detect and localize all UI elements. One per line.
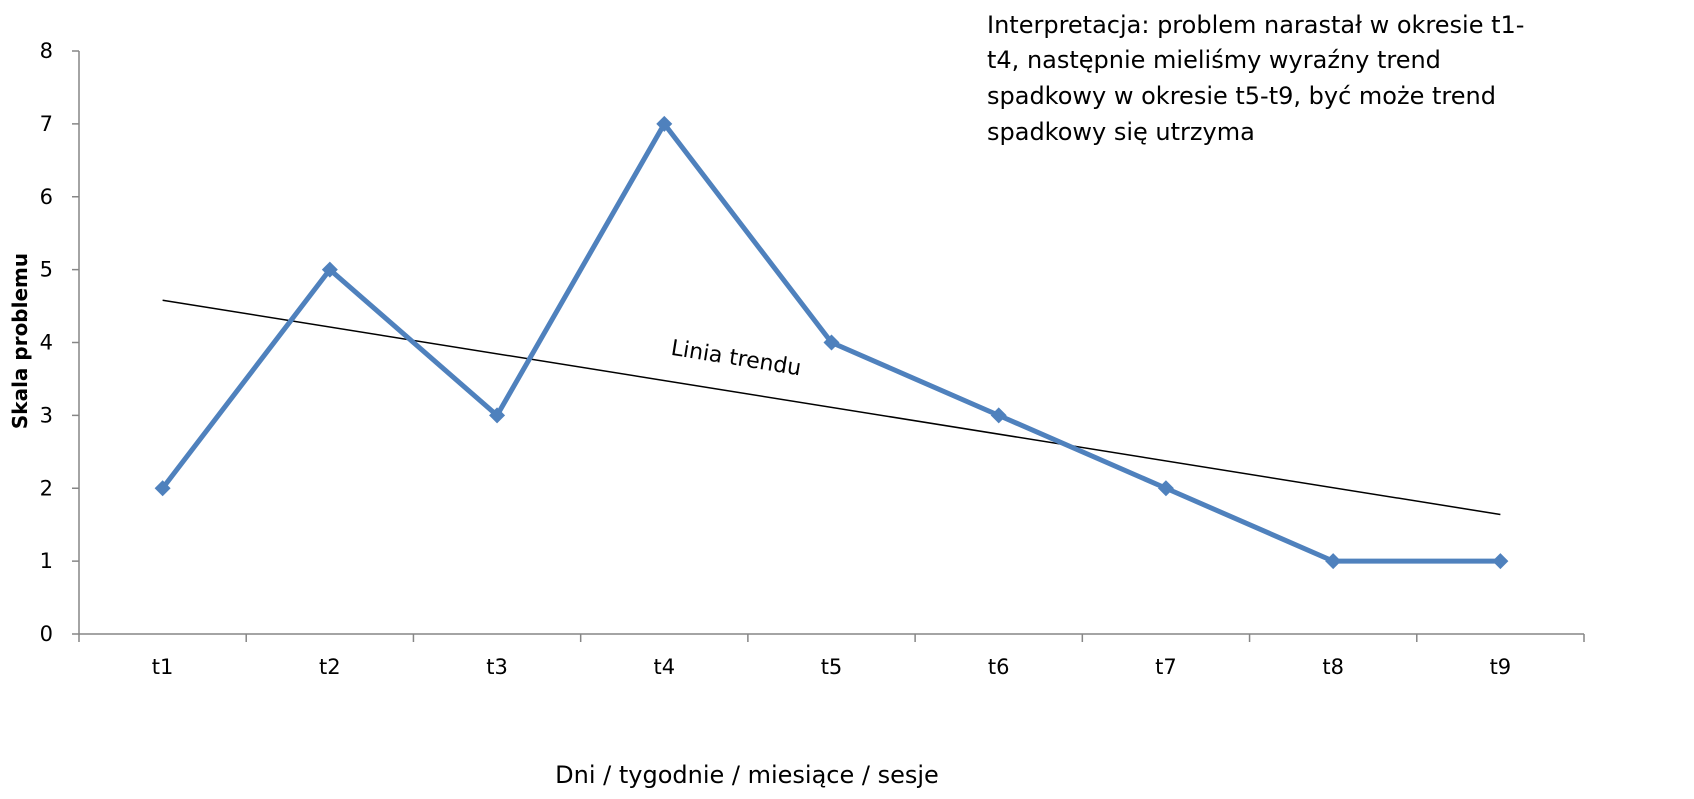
labels-group: Skala problemu Dni / tygodnie / miesiące… — [8, 11, 1524, 789]
x-tick-label: t7 — [1155, 655, 1177, 679]
x-tick-label: t2 — [319, 655, 341, 679]
x-tick-label: t4 — [653, 655, 675, 679]
annotation-line-2: t4, następnie mieliśmy wyraźny trend — [987, 46, 1441, 74]
x-tick-label: t3 — [486, 655, 508, 679]
y-tick-label: 4 — [40, 331, 53, 355]
y-tick-label: 0 — [40, 622, 53, 646]
data-point-marker — [321, 261, 338, 278]
y-axis-title: Skala problemu — [8, 253, 32, 429]
y-tick-label: 7 — [40, 112, 53, 136]
data-point-marker — [990, 407, 1007, 424]
data-point-marker — [1157, 480, 1174, 497]
data-point-marker — [1325, 553, 1342, 570]
data-point-marker — [823, 334, 840, 351]
x-tick-label: t8 — [1322, 655, 1344, 679]
annotation-line-3: spadkowy w okresie t5-t9, być może trend — [987, 82, 1496, 110]
trendline-group: Linia trendu — [162, 299, 1501, 516]
y-tick-label: 8 — [40, 39, 53, 63]
annotation-line-1: Interpretacja: problem narastał w okresi… — [987, 11, 1524, 39]
x-tick-label: t9 — [1490, 655, 1512, 679]
trendline-label: Linia trendu — [669, 336, 803, 381]
annotation-line-4: spadkowy się utrzyma — [987, 118, 1255, 146]
data-point-marker — [489, 407, 506, 424]
axes: 0 1 2 3 4 5 6 7 8 t1 t2 t3 t4 t5 t6 t7 t8 t9 — [40, 39, 1585, 679]
series-group — [154, 115, 1509, 570]
data-point-marker — [1492, 553, 1509, 570]
data-point-marker — [154, 480, 171, 497]
y-tick-label: 2 — [40, 476, 53, 500]
y-tick-label: 6 — [40, 185, 53, 209]
data-point-marker — [656, 115, 673, 132]
y-tick-label: 1 — [40, 549, 53, 573]
y-tick-label: 3 — [40, 403, 53, 427]
y-tick-label: 5 — [40, 258, 53, 282]
x-axis-title: Dni / tygodnie / miesiące / sesje — [555, 761, 939, 789]
x-tick-label: t1 — [152, 655, 174, 679]
trendline — [162, 299, 1501, 516]
x-tick-label: t5 — [821, 655, 843, 679]
x-tick-label: t6 — [988, 655, 1010, 679]
